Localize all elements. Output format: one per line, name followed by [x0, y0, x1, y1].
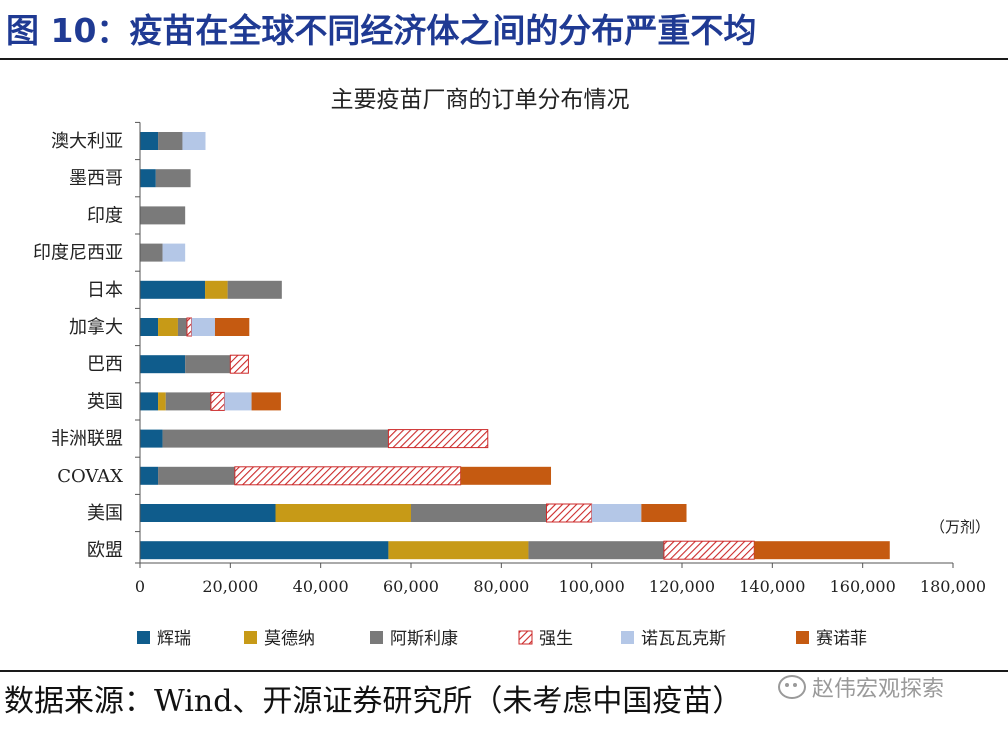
category-label: 欧盟 [87, 540, 123, 561]
bar-segment [140, 243, 163, 262]
bar-segment [140, 132, 159, 150]
x-tick-label: 20,000 [202, 577, 258, 596]
bar-segment [641, 504, 687, 522]
category-label: 加拿大 [69, 316, 123, 338]
x-tick-label: 40,000 [293, 577, 349, 596]
legend-group: 辉瑞 莫德纳 阿斯利康 强生 诺瓦瓦克斯 赛诺菲 [137, 628, 867, 649]
category-label: 美国 [87, 503, 123, 524]
legend-swatch [621, 631, 634, 644]
bar-segment [158, 318, 178, 336]
bar-segment [460, 466, 552, 485]
bar-segment [591, 504, 642, 522]
bar-segment [140, 280, 206, 299]
bottom-rule [0, 670, 1008, 672]
x-tick-label: 0 [135, 577, 145, 596]
bar-segment [528, 541, 664, 560]
bar-segment [185, 355, 231, 374]
bar-segment [234, 466, 462, 486]
bar-segment [546, 503, 593, 523]
x-tick-label: 180,000 [920, 577, 986, 596]
bar-segment [140, 466, 159, 485]
legend-label: 莫德纳 [264, 629, 315, 649]
category-label: 非洲联盟 [51, 429, 123, 450]
category-label: 日本 [87, 280, 123, 301]
category-label: COVAX [57, 466, 123, 487]
category-label: 墨西哥 [69, 168, 123, 189]
x-tick-label: 100,000 [559, 577, 625, 596]
bar-segment [191, 318, 215, 336]
x-tick-label: 60,000 [383, 577, 439, 596]
bar-segment [140, 355, 186, 374]
x-tick-label: 120,000 [649, 577, 715, 596]
bar-segment [251, 392, 281, 411]
bar-segment [140, 429, 163, 448]
bar-segment [229, 354, 249, 374]
unit-label: （万剂） [930, 518, 990, 536]
category-label: 印度 [87, 205, 123, 226]
bar-segment [205, 280, 228, 299]
legend-swatch [796, 631, 809, 644]
bar-segment [411, 504, 547, 522]
category-label: 澳大利亚 [51, 131, 123, 152]
figure-title: 图 10：疫苗在全球不同经济体之间的分布严重不均 [6, 11, 757, 50]
category-label: 英国 [87, 391, 123, 412]
legend-swatch [518, 630, 533, 645]
watermark: 赵伟宏观探索 [778, 672, 944, 702]
bar-segment [165, 392, 211, 411]
bar-segment [182, 132, 206, 150]
chart-title: 主要疫苗厂商的订单分布情况 [331, 87, 630, 113]
bar-segment [140, 392, 159, 411]
bar-segment [186, 317, 192, 337]
legend-swatch [370, 631, 383, 644]
bar-segment [158, 132, 183, 150]
bar-segment [227, 280, 282, 299]
legend-label: 辉瑞 [157, 629, 191, 649]
legend-label: 阿斯利康 [390, 629, 458, 649]
legend-label: 强生 [539, 629, 573, 649]
bar-segment [158, 392, 166, 411]
bar-segment [177, 318, 187, 336]
bar-segment [140, 169, 156, 188]
bar-segment [214, 318, 250, 336]
x-tick-label: 140,000 [739, 577, 805, 596]
wechat-icon [778, 675, 806, 699]
bar-segment [155, 169, 191, 188]
x-tick-label: 160,000 [830, 577, 896, 596]
bar-segment [224, 392, 252, 411]
legend-swatch [244, 631, 257, 644]
bar-segment [388, 541, 529, 560]
bar-segment [140, 318, 159, 336]
category-label: 巴西 [87, 354, 123, 375]
top-rule [0, 58, 1008, 60]
legend-label: 赛诺菲 [816, 628, 867, 649]
category-label: 印度尼西亚 [33, 243, 123, 264]
bar-segment [387, 429, 489, 449]
bar-segment [754, 541, 890, 560]
x-tick-label: 80,000 [473, 577, 529, 596]
bar-segment [663, 540, 755, 560]
bar-segment [140, 541, 389, 560]
legend-label: 诺瓦瓦克斯 [641, 629, 726, 649]
stacked-bar-chart: 主要疫苗厂商的订单分布情况 （万剂） 澳大利亚墨西哥印度印度尼西亚日本加拿大巴西… [33, 87, 990, 649]
legend-swatch [137, 631, 150, 644]
bar-segment [140, 206, 186, 225]
bar-segment [162, 243, 186, 262]
bar-segment [158, 466, 235, 485]
bars-group [140, 132, 890, 560]
bar-segment [162, 429, 389, 448]
source-note: 数据来源：Wind、开源证券研究所（未考虑中国疫苗） [4, 684, 743, 719]
bar-segment [140, 504, 276, 522]
bar-segment [210, 391, 225, 411]
bar-segment [275, 504, 411, 522]
watermark-text: 赵伟宏观探索 [812, 677, 945, 702]
